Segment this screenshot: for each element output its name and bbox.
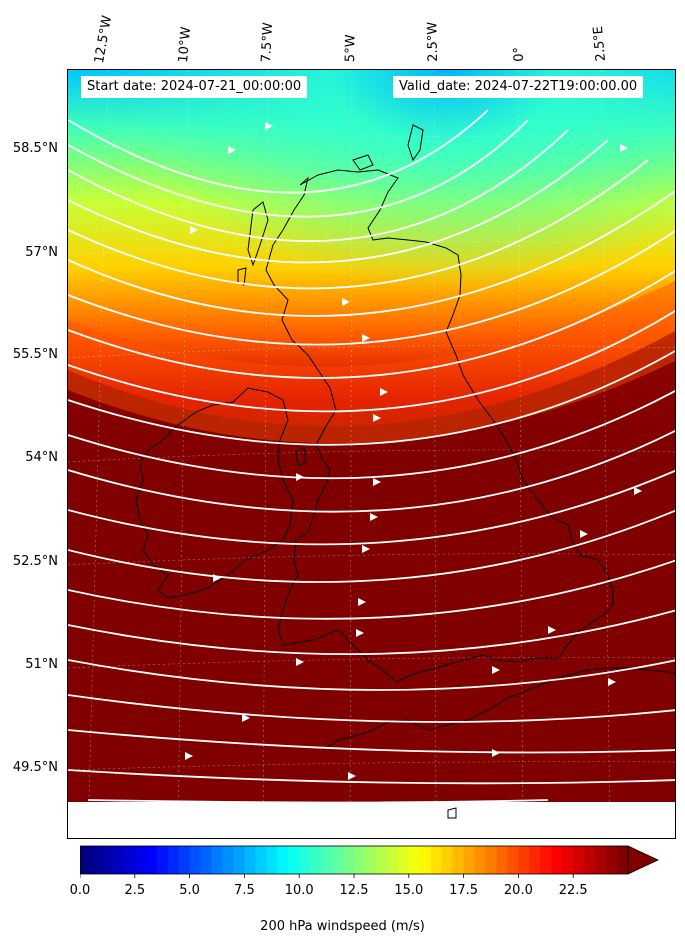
coast-isle-of-man: [295, 447, 307, 467]
colorbar-segment: [573, 846, 585, 874]
lat-label-55-5n: 55.5°N: [12, 347, 58, 362]
colorbar-segment: [167, 846, 180, 874]
lat-label-58-5n: 58.5°N: [12, 141, 58, 156]
colorbar-segment: [112, 846, 125, 874]
colorbar: [80, 845, 659, 878]
colorbar-segment: [441, 846, 454, 874]
colorbar-tick-label: 10.0: [284, 883, 314, 898]
colorbar-segment: [540, 846, 552, 874]
colorbar-tick-label: 17.5: [449, 883, 479, 898]
colorbar-segment: [80, 846, 92, 874]
colorbar-segment: [156, 846, 169, 874]
colorbar-segment: [606, 846, 618, 874]
colorbar-segment: [123, 846, 136, 874]
colorbar-segment: [145, 846, 158, 874]
colorbar-segment: [211, 846, 224, 874]
colorbar-tick-label: 12.5: [339, 883, 369, 898]
wind-map-svg: [68, 70, 675, 838]
colorbar-segment: [343, 846, 355, 874]
coast-orkney: [352, 154, 374, 171]
colorbar-segment: [562, 846, 574, 874]
lat-label-51n: 51°N: [25, 657, 58, 672]
colorbar-segment: [496, 846, 509, 874]
colorbar-segment: [518, 846, 530, 874]
coastlines: [135, 124, 675, 819]
colorbar-label: 200 hPa windspeed (m/s): [260, 919, 425, 934]
colorbar-tick-label: 2.5: [124, 883, 146, 898]
colorbar-segment: [375, 846, 388, 874]
no-data-strip: [68, 802, 675, 838]
lon-label-7-5w: 7.5°W: [259, 22, 277, 63]
colorbar-tick-label: 20.0: [503, 883, 533, 898]
lon-label-2-5e: 2.5°E: [590, 25, 609, 62]
colorbar-tick-label: 15.0: [394, 883, 424, 898]
lon-label-2-5w: 2.5°W: [425, 21, 441, 63]
colorbar-segment: [397, 846, 410, 874]
colorbar-segment: [595, 846, 607, 874]
lon-label-10w: 10°W: [176, 26, 195, 64]
coast-channel-islands: [447, 807, 457, 819]
graticule: [68, 70, 675, 838]
colorbar-segment: [584, 846, 596, 874]
lat-label-57n: 57°N: [25, 245, 58, 260]
colorbar-segment: [277, 846, 289, 874]
colorbar-segment: [354, 846, 366, 874]
colorbar-segment: [233, 846, 245, 874]
colorbar-extend-max: [627, 845, 659, 875]
colorbar-segment: [321, 846, 333, 874]
colorbar-tick-label: 5.0: [179, 883, 200, 898]
colorbar-tick-label: 22.5: [558, 883, 588, 898]
colorbar-segment: [200, 846, 213, 874]
coast-shetland: [407, 124, 424, 162]
colorbar-segment: [266, 846, 278, 874]
jet-core-field: [68, 70, 675, 470]
colorbar-segment: [255, 846, 267, 874]
colorbar-segment: [551, 846, 563, 874]
colorbar-segment: [288, 846, 300, 874]
colorbar-segment: [189, 846, 202, 874]
lat-label-54n: 54°N: [25, 450, 58, 465]
colorbar-segment: [101, 846, 114, 874]
coast-great-britain: [265, 169, 614, 683]
lon-label-5w: 5°W: [343, 34, 359, 63]
start-date-label: Start date: 2024-07-21_00:00:00: [81, 76, 308, 98]
coast-france: [322, 667, 675, 751]
colorbar-segment: [430, 846, 443, 874]
colorbar-segment: [617, 846, 629, 874]
colorbar-segment: [310, 846, 322, 874]
colorbar-segment: [178, 846, 191, 874]
colorbar-segment: [386, 846, 399, 874]
lat-label-52-5n: 52.5°N: [12, 554, 58, 569]
colorbar-segment: [134, 846, 147, 874]
colorbar-segment: [332, 846, 344, 874]
colorbar-segment: [474, 846, 487, 874]
coast-hebrides: [247, 201, 269, 267]
streamlines: [68, 109, 675, 804]
streamline-arrows: [185, 122, 642, 780]
colorbar-tick-label: 0.0: [69, 883, 91, 898]
colorbar-segment: [90, 846, 103, 874]
lon-label-0: 0°: [511, 46, 527, 62]
colorbar-segment: [419, 846, 432, 874]
colorbar-segment: [299, 846, 311, 874]
colorbar-tick-label: 7.5: [234, 883, 255, 898]
wind-map: [67, 69, 676, 839]
colorbar-segment: [244, 846, 256, 874]
colorbar-segment: [507, 846, 519, 874]
colorbar-segment: [529, 846, 541, 874]
colorbar-segment: [408, 846, 421, 874]
colorbar-segment: [222, 846, 235, 874]
lon-label-12-5w: 12.5°W: [92, 14, 116, 65]
colorbar-segment: [463, 846, 476, 874]
valid-date-label: Valid_date: 2024-07-22T19:00:00.00: [393, 76, 644, 98]
colorbar-segment: [364, 846, 377, 874]
lat-label-49-5n: 49.5°N: [12, 760, 58, 775]
colorbar-segment: [452, 846, 465, 874]
colorbar-segment: [485, 846, 498, 874]
